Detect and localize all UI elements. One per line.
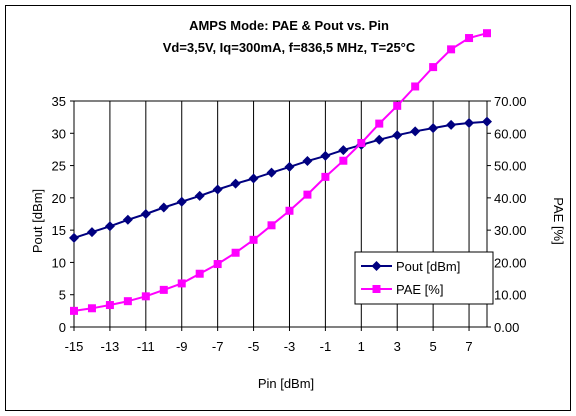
data-point-pout: [338, 145, 349, 156]
legend-label-pae: PAE [%]: [396, 282, 443, 297]
data-point-pae: [177, 279, 186, 288]
y2-tick-label: 10.00: [494, 288, 527, 303]
data-point-pout: [158, 202, 169, 213]
data-point-pae: [123, 297, 132, 306]
data-point-pae: [87, 304, 96, 313]
data-point-pout: [392, 130, 403, 141]
data-point-pout: [266, 167, 277, 178]
chart-subtitle: Vd=3,5V, Iq=300mA, f=836,5 MHz, T=25°C: [163, 40, 416, 55]
data-point-pout: [284, 161, 295, 172]
data-point-pae: [267, 221, 276, 230]
data-point-pae: [159, 285, 168, 294]
data-point-pae: [411, 82, 420, 91]
data-point-pout: [482, 116, 492, 127]
legend-item-pout: Pout [dBm]: [361, 259, 460, 274]
y-tick-label: 25: [52, 159, 66, 174]
y2-tick-label: 70.00: [494, 94, 527, 109]
y2-tick-label: 40.00: [494, 191, 527, 206]
data-point-pae: [285, 206, 294, 215]
data-point-pae: [105, 301, 114, 310]
plot-area: [73, 100, 488, 328]
data-point-pout: [464, 117, 475, 128]
legend-item-pae: PAE [%]: [361, 282, 443, 297]
x-tick-label: 1: [358, 339, 365, 354]
data-point-pae: [483, 29, 491, 38]
legend-marker-pae: [372, 285, 381, 293]
series: [69, 29, 492, 315]
data-point-pae: [447, 45, 456, 54]
y2-tick-label: 0.00: [494, 320, 519, 335]
series-line-pout: [73, 120, 488, 239]
x-tick-label: 7: [465, 339, 472, 354]
data-point-pout: [446, 119, 457, 130]
y2-tick-label: 60.00: [494, 126, 527, 141]
data-point-pae: [231, 248, 240, 257]
data-point-pout: [69, 232, 79, 243]
data-point-pae: [141, 292, 150, 301]
data-point-pout: [122, 214, 133, 225]
legend-marker-pout: [371, 261, 382, 271]
y-tick-label: 30: [52, 126, 66, 141]
data-point-pae: [339, 156, 348, 165]
data-point-pout: [140, 209, 151, 219]
data-point-pae: [465, 34, 474, 43]
y-tick-label: 35: [52, 94, 66, 109]
x-tick-label: 3: [394, 339, 401, 354]
data-point-pout: [212, 184, 223, 195]
data-point-pout: [374, 134, 385, 145]
data-point-pout: [320, 150, 331, 161]
data-point-pae: [249, 235, 258, 244]
data-point-pout: [410, 126, 421, 137]
axis-ticks: -15 -13 -11 -9 -7 -5 -3 -1 1 3 5 7051015202530350.0…: [52, 94, 527, 354]
data-point-pae: [429, 63, 438, 72]
y2-tick-label: 30.00: [494, 223, 527, 238]
data-point-pout: [428, 123, 439, 134]
data-point-pae: [303, 190, 312, 199]
legend: Pout [dBm] PAE [%]: [354, 251, 494, 305]
data-point-pae: [195, 269, 204, 278]
data-point-pout: [176, 196, 187, 207]
y-tick-label: 15: [52, 223, 66, 238]
data-point-pae: [213, 260, 222, 269]
x-tick-label: -11: [137, 339, 155, 354]
y2-axis-label: PAE [%]: [551, 197, 566, 244]
data-point-pae: [375, 119, 384, 128]
data-point-pout: [194, 190, 205, 201]
data-point-pout: [302, 156, 313, 167]
x-tick-label: -3: [284, 339, 296, 354]
data-point-pout: [104, 221, 115, 232]
data-point-pout: [248, 173, 259, 184]
data-point-pae: [393, 101, 402, 110]
y2-tick-label: 50.00: [494, 159, 527, 174]
data-point-pout: [86, 227, 97, 238]
x-tick-label: -15: [65, 339, 84, 354]
y-tick-label: 0: [59, 320, 66, 335]
data-point-pout: [230, 178, 241, 189]
data-point-pae: [70, 306, 78, 315]
x-tick-label: 5: [430, 339, 437, 354]
data-point-pae: [357, 138, 366, 147]
x-tick-label: -7: [212, 339, 224, 354]
x-tick-label: -13: [101, 339, 120, 354]
y2-tick-label: 20.00: [494, 255, 527, 270]
y-axis-label: Pout [dBm]: [30, 189, 45, 253]
chart-title: AMPS Mode: PAE & Pout vs. Pin: [189, 18, 389, 33]
x-tick-label: -9: [176, 339, 188, 354]
y-tick-label: 10: [52, 255, 66, 270]
x-axis-label: Pin [dBm]: [258, 376, 314, 391]
legend-label-pout: Pout [dBm]: [396, 259, 460, 274]
data-point-pae: [321, 172, 330, 181]
y-tick-label: 20: [52, 191, 66, 206]
x-tick-label: -1: [320, 339, 332, 354]
x-tick-label: -5: [248, 339, 260, 354]
chart: AMPS Mode: PAE & Pout vs. Pin Vd=3,5V, I…: [30, 18, 566, 391]
chart-frame: AMPS Mode: PAE & Pout vs. Pin Vd=3,5V, I…: [5, 5, 571, 411]
y-tick-label: 5: [59, 288, 66, 303]
legend-box: [354, 251, 494, 305]
